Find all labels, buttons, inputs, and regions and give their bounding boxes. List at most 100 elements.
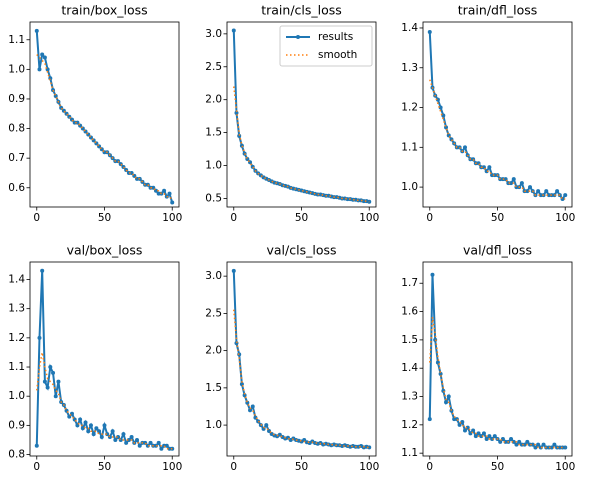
point	[34, 443, 39, 448]
x-tick-label: 50	[295, 461, 308, 473]
point	[498, 439, 503, 444]
point	[99, 435, 104, 440]
point	[438, 371, 443, 376]
plot-area	[30, 22, 179, 207]
point	[481, 431, 486, 436]
y-tick-label: 1.0	[205, 160, 222, 172]
point	[462, 428, 467, 433]
point	[264, 423, 269, 428]
x-tick-label: 0	[33, 461, 40, 473]
chart-title: train/box_loss	[61, 3, 147, 18]
point	[492, 434, 497, 439]
y-tick-label: 1.7	[401, 277, 418, 289]
y-tick-label: 1.5	[205, 127, 222, 139]
point	[427, 29, 432, 34]
y-tick-label: 3.0	[205, 270, 222, 282]
point	[159, 446, 164, 451]
point	[118, 162, 123, 167]
y-tick-label: 1.5	[205, 382, 222, 394]
point	[509, 181, 514, 186]
y-tick-label: 1.3	[401, 391, 418, 403]
smooth-line	[429, 317, 566, 449]
point	[51, 370, 56, 375]
chart-title: val/box_loss	[67, 243, 143, 258]
point	[164, 443, 169, 448]
point	[94, 426, 99, 431]
point	[525, 439, 530, 444]
point	[156, 440, 161, 445]
point	[525, 189, 530, 194]
point	[137, 443, 142, 448]
axes-frame	[422, 21, 573, 208]
point	[444, 400, 449, 405]
point	[53, 394, 58, 399]
point	[37, 67, 42, 72]
point	[242, 393, 247, 398]
point	[522, 442, 527, 447]
x-tick-label: 0	[230, 212, 237, 224]
point	[42, 379, 47, 384]
y-tick-label: 1.2	[401, 102, 418, 114]
y-tick-label: 2.5	[205, 61, 222, 73]
point	[75, 120, 80, 125]
y-tick-label: 1.2	[8, 332, 25, 344]
y-tick-label: 3.0	[205, 28, 222, 40]
point	[153, 443, 158, 448]
y-tick-label: 1.0	[8, 390, 25, 402]
smooth-line	[36, 352, 173, 450]
y-tick-label: 1.4	[401, 22, 418, 34]
chart-title: train/dfl_loss	[458, 3, 538, 18]
point	[473, 434, 478, 439]
point	[471, 157, 476, 162]
point	[116, 159, 121, 164]
point	[110, 429, 115, 434]
point	[121, 432, 126, 437]
point	[167, 191, 172, 196]
point	[462, 145, 467, 150]
point	[40, 268, 45, 273]
axes-frame	[29, 261, 180, 457]
chart-title: train/cls_loss	[261, 3, 342, 18]
point	[552, 442, 557, 447]
point	[45, 385, 50, 390]
point	[231, 28, 236, 33]
point	[476, 431, 481, 436]
legend-label: results	[318, 31, 353, 43]
y-tick-label: 1.0	[8, 63, 25, 75]
y-tick-label: 1.3	[8, 303, 25, 315]
point	[250, 164, 255, 169]
point	[511, 439, 516, 444]
y-tick-label: 1.0	[401, 181, 418, 193]
point	[538, 445, 543, 450]
y-tick-label: 1.5	[401, 334, 418, 346]
point	[549, 445, 554, 450]
chart-title: val/cls_loss	[267, 243, 337, 258]
plot-area	[423, 262, 572, 456]
point	[544, 189, 549, 194]
point	[105, 432, 110, 437]
point	[129, 170, 134, 175]
point	[533, 445, 538, 450]
point	[97, 429, 102, 434]
axes-frame	[226, 21, 377, 208]
point	[460, 420, 465, 425]
y-tick-label: 2.5	[205, 307, 222, 319]
y-tick-label: 0.7	[8, 152, 25, 164]
y-tick-label: 2.0	[205, 345, 222, 357]
point	[113, 437, 118, 442]
point	[509, 437, 514, 442]
point	[427, 417, 432, 422]
x-tick-label: 50	[295, 212, 308, 224]
point	[162, 188, 167, 193]
y-tick-label: 0.6	[8, 182, 25, 194]
point	[528, 185, 533, 190]
point	[530, 442, 535, 447]
point	[116, 435, 121, 440]
point	[536, 189, 541, 194]
y-tick-label: 1.6	[401, 306, 418, 318]
point	[457, 145, 462, 150]
point	[536, 442, 541, 447]
x-tick-label: 100	[162, 461, 182, 473]
point	[484, 169, 489, 174]
